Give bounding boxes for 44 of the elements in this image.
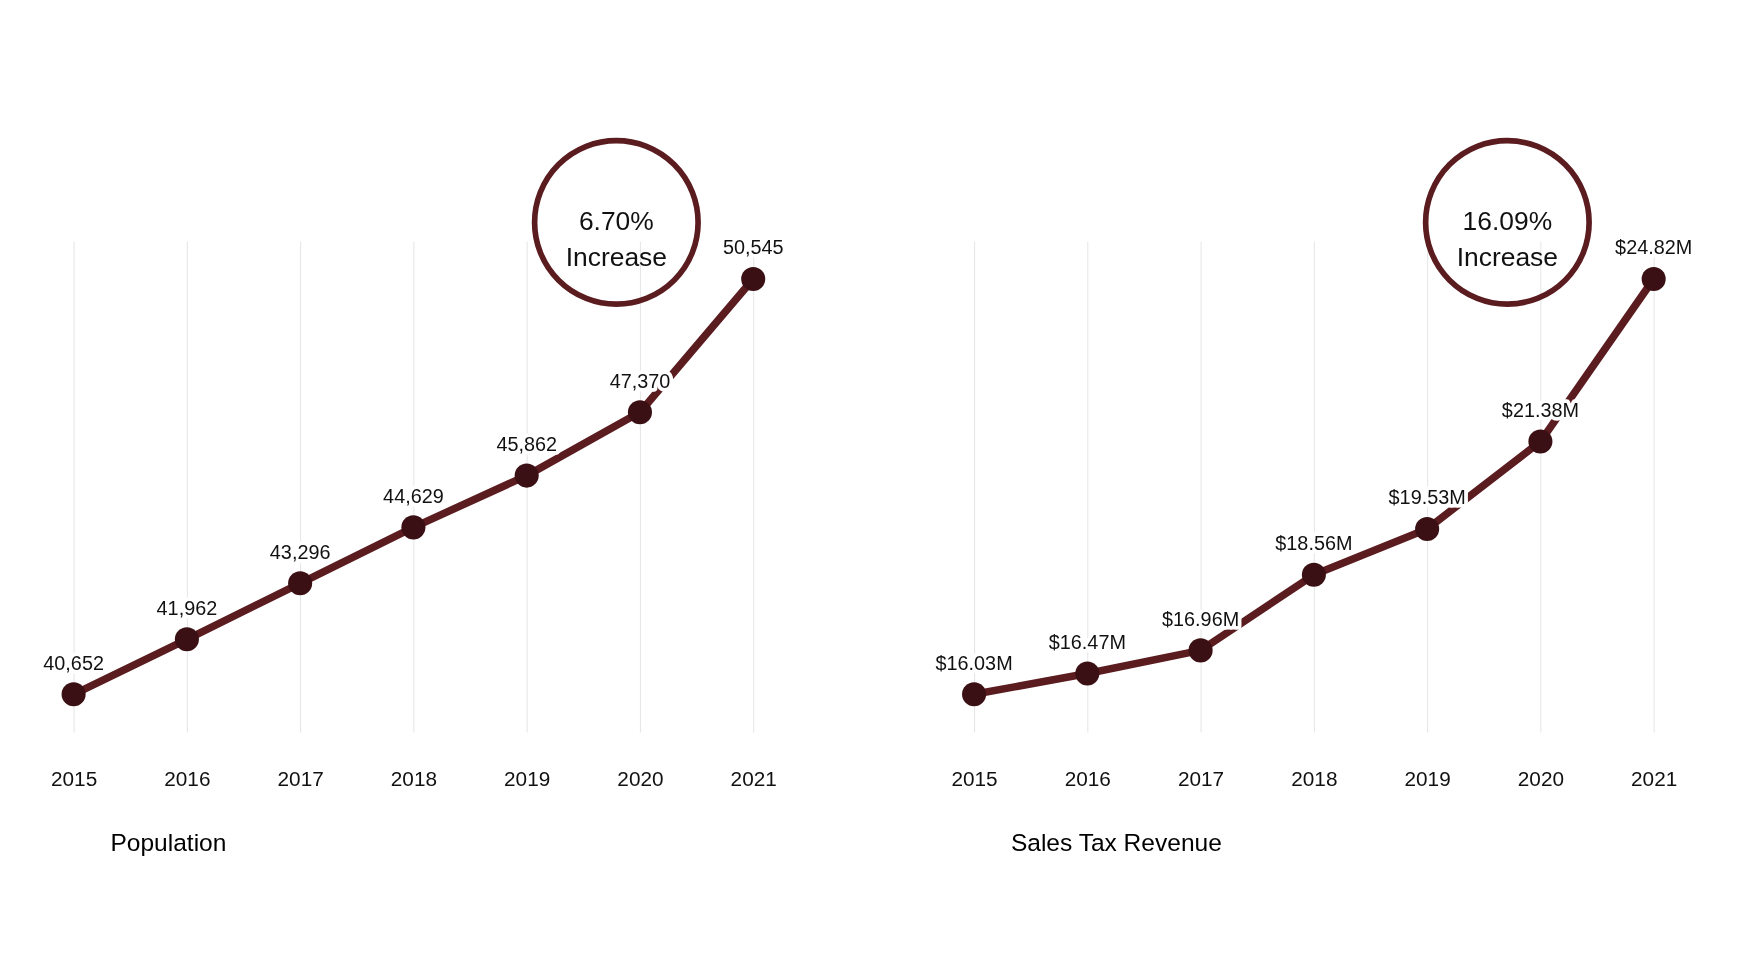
data-label: 50,545 — [722, 236, 784, 259]
x-tick-label: 2020 — [1517, 767, 1564, 791]
data-label: $19.53M — [1388, 486, 1466, 509]
x-tick-label: 2019 — [1404, 767, 1451, 791]
data-label: 41,962 — [156, 596, 218, 619]
data-label: $24.82M — [1615, 236, 1693, 259]
x-tick-label: 2020 — [617, 767, 664, 791]
point — [962, 682, 987, 707]
x-tick-label: 2015 — [51, 767, 98, 791]
data-label: $16.03M — [935, 651, 1013, 674]
point — [514, 463, 539, 488]
x-tick-label: 2016 — [1064, 767, 1111, 791]
x-tick-label: 2016 — [164, 767, 211, 791]
x-tick-label: 2021 — [1631, 767, 1678, 791]
point — [174, 627, 199, 652]
data-label: 45,862 — [496, 433, 557, 456]
x-tick-label: 2018 — [1291, 767, 1338, 791]
data-label: 44,629 — [383, 484, 444, 507]
x-tick-label: 2018 — [390, 767, 437, 791]
point — [61, 682, 86, 707]
text: 16.09% Increase — [1456, 205, 1559, 272]
point — [741, 267, 766, 292]
point — [627, 400, 652, 425]
point — [1528, 429, 1553, 454]
x-tick-label: 2015 — [951, 767, 998, 791]
data-label: $16.96M — [1162, 607, 1240, 630]
data-label: 40,652 — [43, 651, 104, 674]
data-label: $18.56M — [1275, 532, 1353, 555]
x-tick-label: 2017 — [277, 767, 324, 791]
point — [288, 571, 313, 596]
point — [1301, 562, 1326, 587]
point — [1641, 267, 1666, 292]
x-tick-label: 2021 — [730, 767, 777, 791]
text: Sales Tax Revenue — [1010, 829, 1222, 857]
data-label: $16.47M — [1048, 630, 1126, 653]
point — [1188, 638, 1213, 663]
text: 6.70% Increase — [565, 205, 667, 272]
x-tick-label: 2019 — [504, 767, 551, 791]
point — [1415, 516, 1440, 541]
text: Population — [110, 829, 227, 857]
data-label: 43,296 — [269, 540, 331, 563]
x-tick-label: 2017 — [1177, 767, 1225, 791]
point — [1075, 661, 1100, 686]
point — [401, 515, 426, 540]
